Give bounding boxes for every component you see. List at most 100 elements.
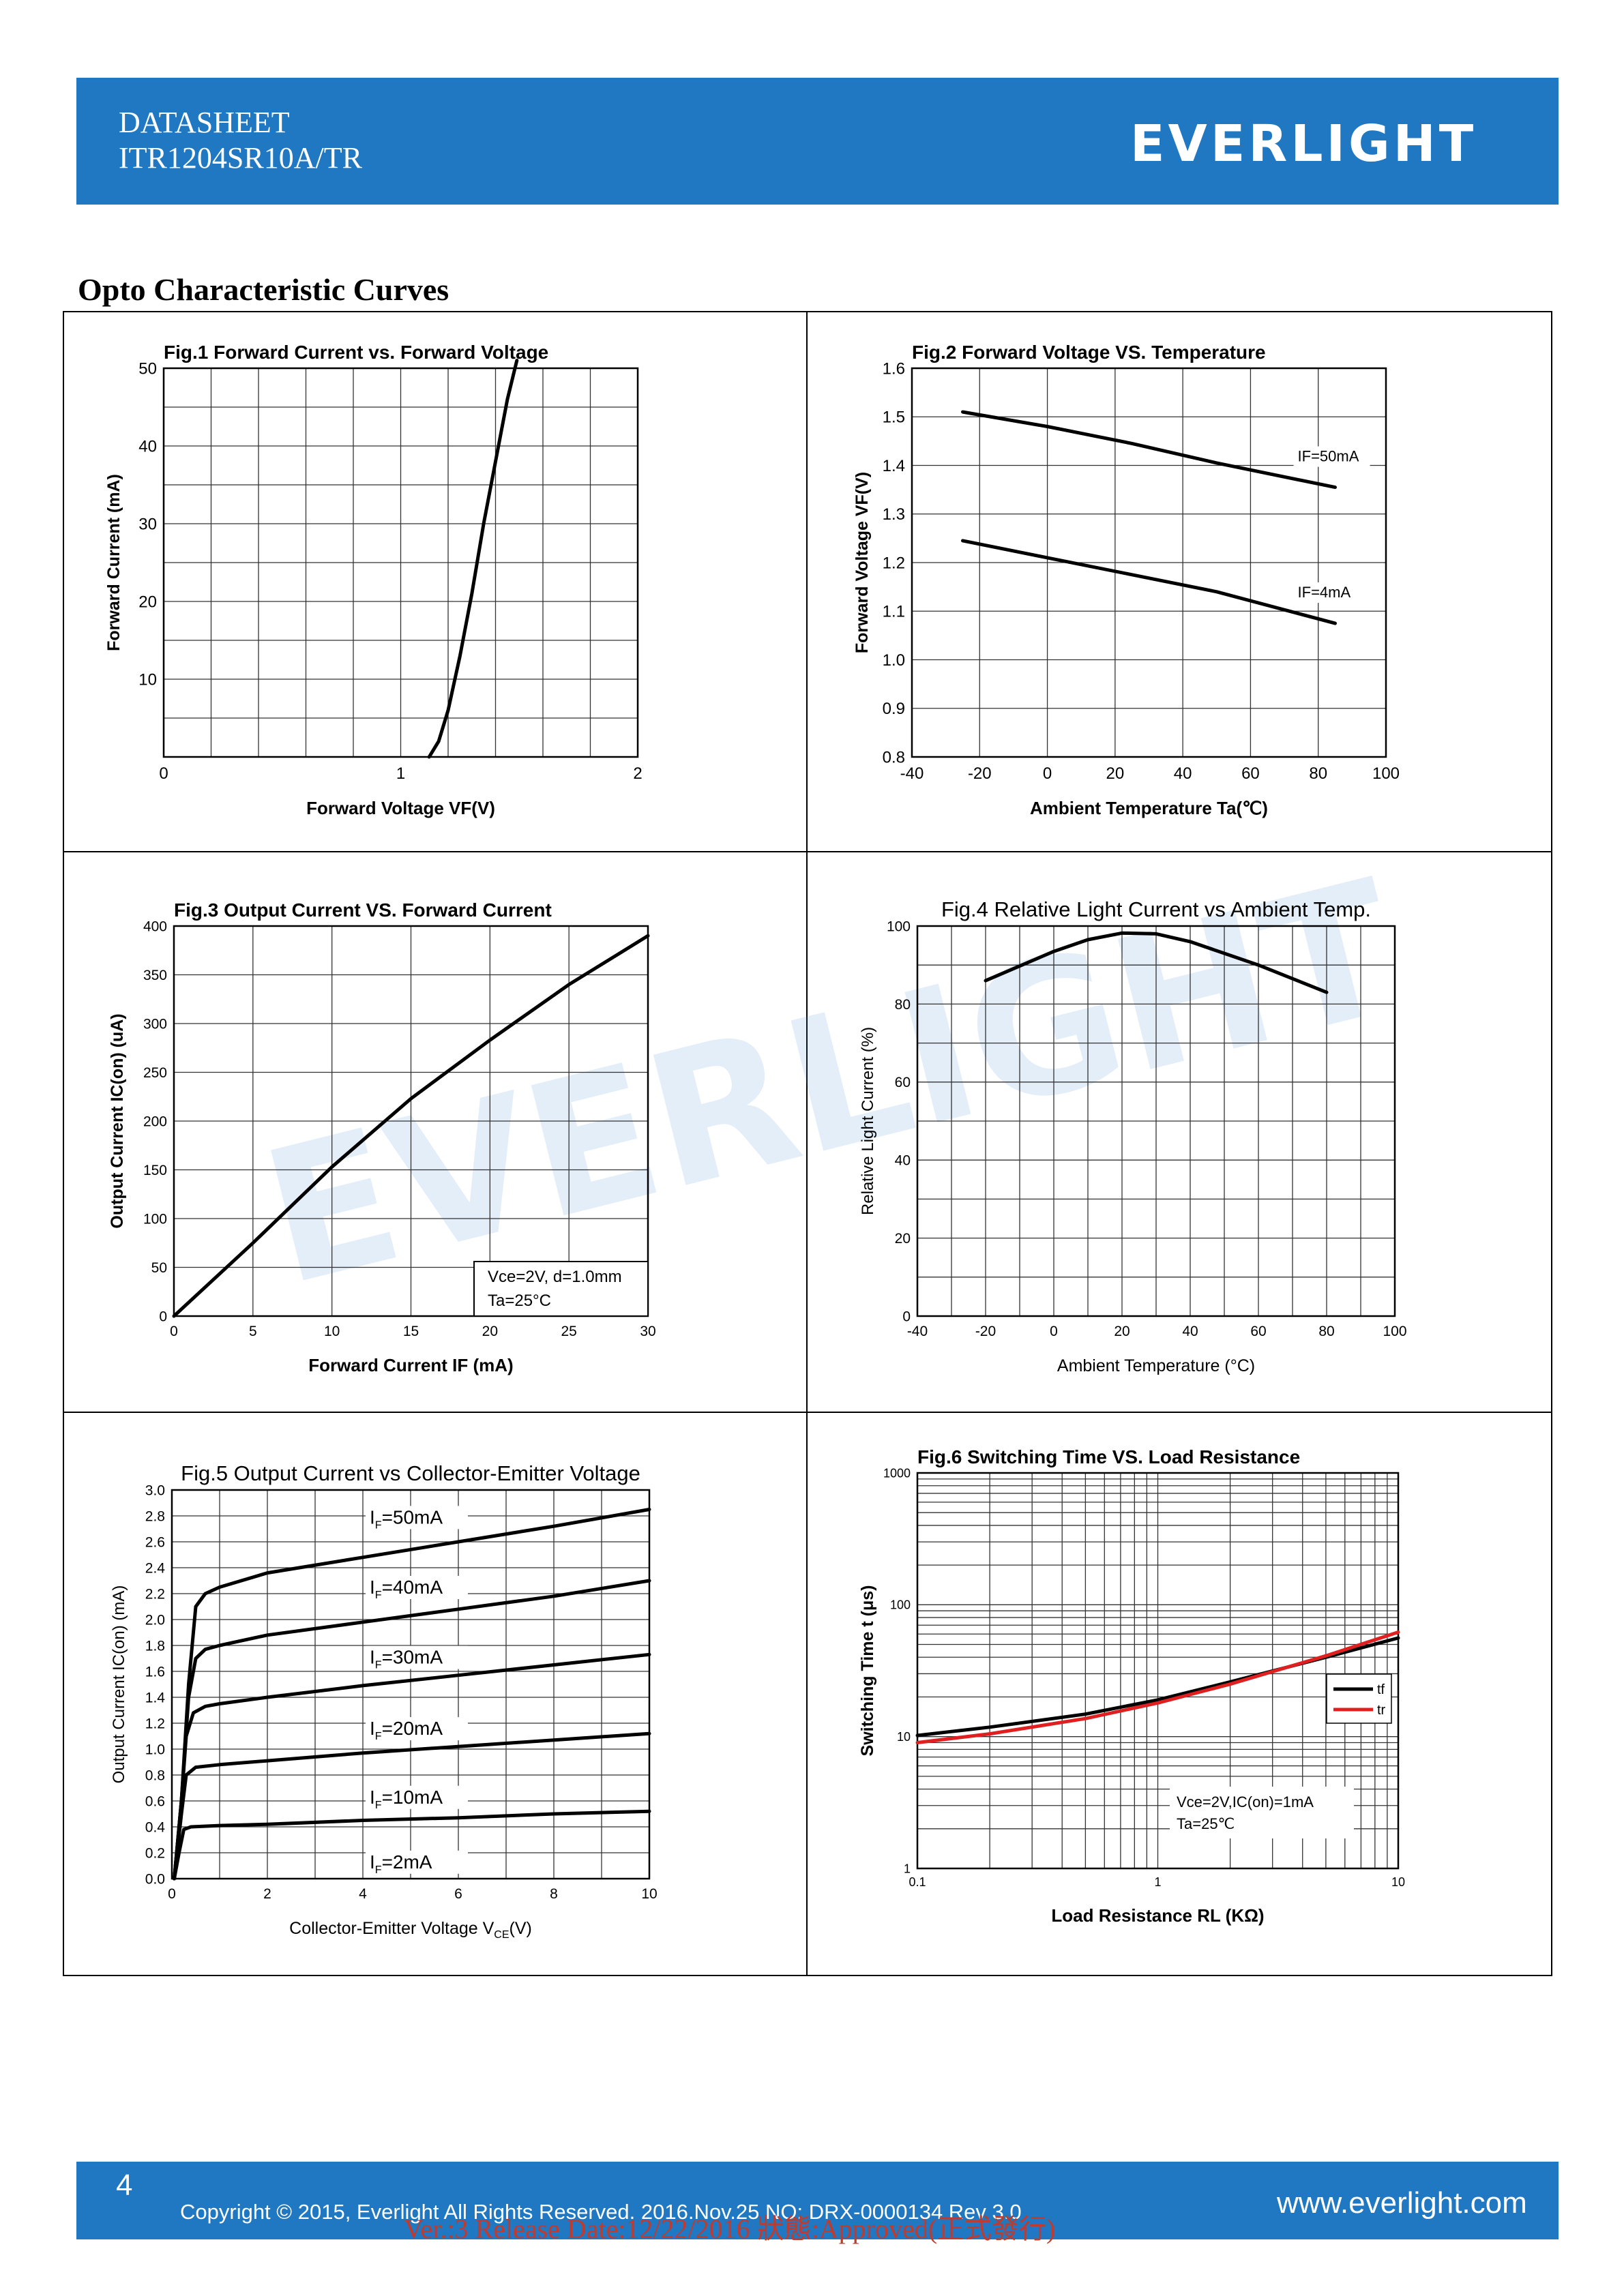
series-label-suffix: =30mA	[382, 1647, 443, 1668]
series-line-1	[172, 934, 650, 1318]
chart-fig3: Fig.3 Output Current VS. Forward Current…	[108, 899, 656, 1375]
chart-title: Fig.3 Output Current VS. Forward Current	[174, 899, 552, 921]
y-tick-label: 250	[143, 1065, 167, 1081]
series-label-subscript: F	[375, 1731, 382, 1742]
plot-frame	[171, 1489, 651, 1880]
series-label-subscript: F	[375, 1660, 382, 1671]
y-axis-label: Forward Current (mA)	[104, 474, 123, 651]
series-line-2	[961, 539, 1337, 625]
y-tick-label: 0.8	[145, 1768, 165, 1783]
y-tick-label: 2.0	[145, 1612, 165, 1628]
y-axis-label: Relative Light Current (%)	[859, 1027, 877, 1215]
brand-logo: EVERLIGHT	[1130, 115, 1477, 173]
chart-grid-lines	[164, 368, 638, 757]
y-tick-label: 1.8	[145, 1638, 165, 1654]
y-axis-label: Output Current IC(on) (mA)	[110, 1585, 128, 1784]
section-title: Opto Characteristic Curves	[78, 272, 449, 307]
legend-label: tf	[1377, 1682, 1385, 1697]
y-tick-label: 3.0	[145, 1482, 165, 1498]
annotation-text: Ta=25℃	[1177, 1815, 1235, 1832]
series-label-bg	[366, 1850, 468, 1874]
y-tick-label: 350	[143, 968, 167, 983]
x-tick-label: 8	[550, 1886, 558, 1902]
x-tick-label: 6	[454, 1886, 462, 1902]
series-label: IF=40mA	[370, 1577, 443, 1601]
x-axis-label: Collector-Emitter Voltage VCE(V)	[289, 1919, 532, 1941]
series-label-subscript: F	[375, 1800, 382, 1811]
y-tick-label: 0.6	[145, 1793, 165, 1809]
y-tick-label: 1	[904, 1862, 911, 1875]
y-tick-label: 1.2	[883, 554, 905, 572]
y-tick-label: 60	[895, 1075, 911, 1090]
y-tick-label: 1.4	[883, 457, 905, 475]
series-line-3	[173, 1652, 651, 1881]
x-axis-label: Ambient Temperature (°C)	[1057, 1356, 1255, 1375]
y-tick-label: 0.0	[145, 1871, 165, 1887]
grid-divider-vertical	[806, 312, 808, 1975]
x-tick-label: -20	[975, 1324, 996, 1339]
y-axis-label: Forward Voltage VF(V)	[853, 472, 872, 653]
plot-frame	[911, 367, 1387, 758]
x-tick-label: 20	[1106, 764, 1125, 783]
y-tick-label: 0	[902, 1309, 911, 1324]
series-label: IF=50mA	[370, 1506, 443, 1531]
y-tick-label: 2.2	[145, 1586, 165, 1602]
y-tick-label: 2.6	[145, 1534, 165, 1550]
series-label-suffix: =10mA	[382, 1787, 443, 1808]
chart-grid	[63, 311, 1552, 1976]
footer-banner: 4 Copyright © 2015, Everlight All Rights…	[76, 2162, 1559, 2244]
chart-fig6: Fig.6 Switching Time VS. Load Resistance…	[858, 1446, 1405, 1926]
series-label-suffix: =2mA	[382, 1851, 432, 1873]
y-tick-label: 1000	[883, 1466, 911, 1480]
x-axis-label-suffix: (V)	[510, 1919, 532, 1938]
x-tick-label: 2	[633, 764, 642, 783]
y-tick-label: 0.8	[883, 748, 905, 766]
y-tick-label: 20	[138, 593, 157, 611]
series-line-1	[984, 931, 1329, 994]
series-label-bg	[1293, 582, 1370, 603]
x-tick-label: 0	[170, 1324, 178, 1339]
chart-fig2: Fig.2 Forward Voltage VS. Temperature -40…	[853, 342, 1400, 818]
x-tick-label: 4	[359, 1886, 367, 1902]
series-line-1	[961, 410, 1337, 490]
x-axis-label: Ambient Temperature Ta(℃)	[1030, 798, 1268, 818]
annotation-bg	[1170, 1787, 1354, 1838]
x-tick-label: 40	[1182, 1324, 1198, 1339]
x-tick-label: 60	[1250, 1324, 1266, 1339]
website-link[interactable]: www.everlight.com	[1277, 2186, 1527, 2220]
x-axis-label: Forward Current IF (mA)	[308, 1355, 513, 1375]
page-number: 4	[116, 2168, 133, 2202]
annotation-text: Vce=2V, d=1.0mm	[488, 1268, 622, 1286]
y-tick-label: 40	[895, 1153, 911, 1169]
x-axis-label: Forward Voltage VF(V)	[306, 798, 495, 818]
x-tick-label: 25	[561, 1324, 576, 1339]
x-tick-label: 0	[168, 1886, 176, 1902]
x-tick-label: 10	[641, 1886, 657, 1902]
x-tick-label: 0	[1050, 1324, 1058, 1339]
series-line-1	[427, 359, 519, 759]
y-tick-label: 20	[895, 1231, 911, 1247]
series-line-2	[915, 1630, 1400, 1744]
x-tick-label: 1	[1154, 1875, 1161, 1889]
y-tick-label: 1.1	[883, 603, 905, 621]
x-tick-label: 15	[403, 1324, 419, 1339]
y-tick-label: 1.6	[145, 1664, 165, 1680]
x-tick-label: 80	[1318, 1324, 1334, 1339]
x-tick-label: -40	[900, 764, 924, 783]
series-line-4	[173, 1731, 651, 1881]
series-label: IF=4mA	[1298, 584, 1351, 601]
y-tick-label: 200	[143, 1114, 167, 1129]
y-tick-label: 0.2	[145, 1845, 165, 1861]
series-label-subscript: F	[375, 1590, 382, 1601]
y-tick-label: 100	[890, 1598, 911, 1612]
series-label-suffix: =20mA	[382, 1718, 443, 1739]
series-label-bg	[366, 1576, 468, 1599]
x-axis-label-subscript: CE	[494, 1929, 509, 1941]
plot-frame	[916, 1472, 1400, 1870]
series-label: IF=10mA	[370, 1787, 443, 1811]
series-label-subscript: F	[375, 1864, 382, 1876]
y-tick-label: 1.0	[883, 651, 905, 670]
x-tick-label: -20	[968, 764, 992, 783]
y-tick-label: 2.8	[145, 1508, 165, 1524]
series-label-bg	[1293, 446, 1370, 467]
